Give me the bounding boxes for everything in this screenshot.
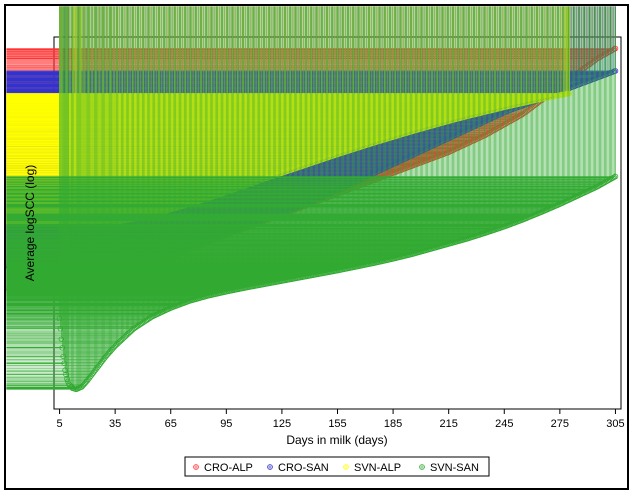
chart-frame: 5 35 65 95 125 155 185 215 245 275 305 Days in mil… [4, 4, 629, 490]
x-tick-label: 5 [56, 418, 62, 430]
series-svn-san [6, 6, 619, 393]
legend: CRO-ALP CRO-SAN SVN-ALP SVN-SAN [184, 456, 490, 477]
legend-item-cro-alp: CRO-ALP [193, 462, 253, 474]
legend-item-svn-san: SVN-SAN [419, 462, 479, 474]
x-tick-label: 95 [220, 418, 232, 430]
x-tick-label: 305 [606, 418, 624, 430]
x-tick-label: 275 [551, 418, 569, 430]
data-point [6, 6, 619, 180]
legend-label: SVN-ALP [354, 462, 401, 474]
data-point [6, 6, 618, 180]
y-axis-label: Average logSCC (log) [23, 165, 37, 282]
legend-label: CRO-SAN [278, 462, 329, 474]
x-axis-label: Days in milk (days) [286, 433, 387, 447]
legend-label: CRO-ALP [204, 462, 253, 474]
x-axis: 5 35 65 95 125 155 185 215 245 275 305 [56, 409, 625, 430]
legend-label: SVN-SAN [430, 462, 479, 474]
points-layer [6, 6, 619, 393]
x-tick-label: 35 [109, 418, 121, 430]
legend-item-cro-san: CRO-SAN [267, 462, 329, 474]
x-tick-label: 155 [328, 418, 346, 430]
legend-marker-icon [419, 464, 425, 470]
x-tick-label: 65 [165, 418, 177, 430]
legend-box [184, 456, 490, 477]
legend-item-svn-alp: SVN-ALP [343, 462, 401, 474]
x-tick-label: 125 [273, 418, 291, 430]
x-tick-label: 245 [495, 418, 513, 430]
scatter-chart: 5 35 65 95 125 155 185 215 245 275 305 Days in mil… [6, 6, 625, 477]
x-tick-label: 185 [384, 418, 402, 430]
legend-marker-icon [193, 464, 199, 470]
legend-marker-icon [267, 464, 273, 470]
x-tick-label: 215 [439, 418, 457, 430]
legend-marker-icon [343, 464, 349, 470]
